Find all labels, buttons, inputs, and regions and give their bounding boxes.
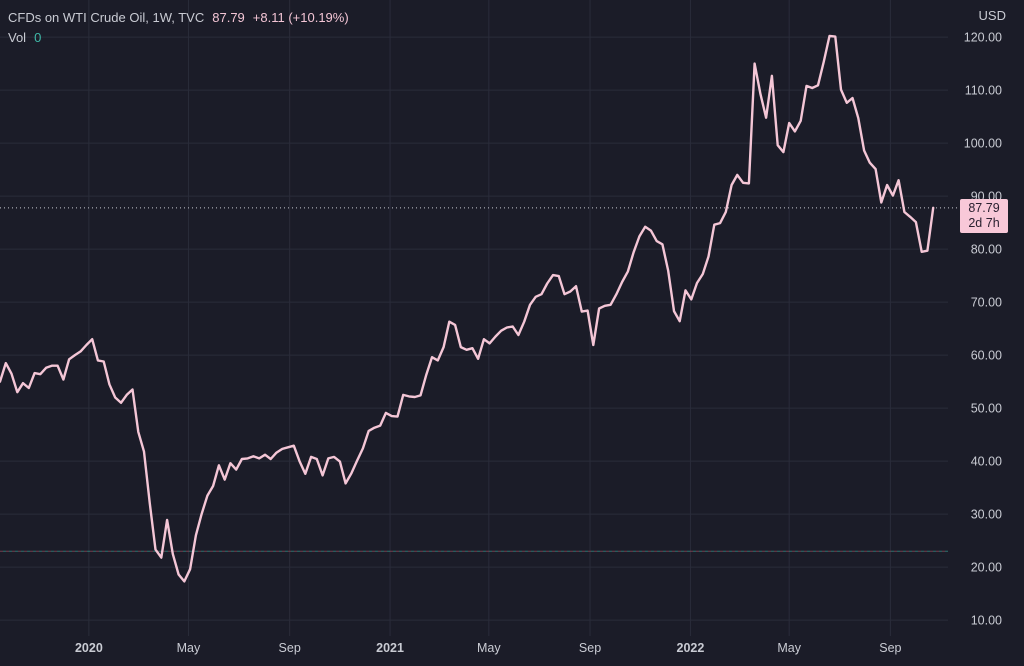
y-tick-label: 30.00 <box>971 508 1002 522</box>
last-price-value: 87.79 <box>968 200 1000 215</box>
y-tick-label: 100.00 <box>964 137 1002 151</box>
y-axis[interactable]: 10.00 20.00 30.00 40.00 50.00 60.00 70.00 80.00… <box>964 31 1002 628</box>
x-tick-label: 2022 <box>677 641 705 655</box>
y-tick-label: 80.00 <box>971 243 1002 257</box>
x-tick-label: May <box>177 641 201 655</box>
x-tick-label: Sep <box>279 641 301 655</box>
current-price: 87.79 <box>212 10 245 25</box>
y-tick-label: 20.00 <box>971 561 1002 575</box>
x-tick-label: Sep <box>579 641 601 655</box>
y-tick-label: 60.00 <box>971 349 1002 363</box>
y-tick-label: 50.00 <box>971 402 1002 416</box>
price-line <box>0 34 935 583</box>
series-legend: CFDs on WTI Crude Oil, 1W, TVC 87.79 +8.… <box>8 8 349 48</box>
last-price-tag: 87.79 2d 7h <box>960 198 1008 233</box>
x-tick-label: 2020 <box>75 641 103 655</box>
x-tick-label: May <box>777 641 801 655</box>
x-axis[interactable]: 2020 May Sep 2021 May Sep 2022 May Sep <box>75 641 902 655</box>
y-tick-label: 110.00 <box>965 84 1002 98</box>
volume-label[interactable]: Vol <box>8 30 27 45</box>
y-tick-label: 70.00 <box>971 296 1002 310</box>
y-tick-label: 40.00 <box>971 455 1002 469</box>
x-tick-label: Sep <box>879 641 901 655</box>
price-change: +8.11 (+10.19%) <box>252 10 349 25</box>
x-tick-label: 2021 <box>376 641 404 655</box>
y-tick-label: 120.00 <box>964 31 1002 45</box>
y-tick-label: 10.00 <box>971 614 1002 628</box>
bar-countdown: 2d 7h <box>968 215 1000 230</box>
symbol-title[interactable]: CFDs on WTI Crude Oil, 1W, TVC <box>8 10 205 25</box>
volume-value: 0 <box>34 30 42 45</box>
x-tick-label: May <box>477 641 501 655</box>
price-series <box>0 34 935 583</box>
currency-label[interactable]: USD <box>978 8 1006 23</box>
